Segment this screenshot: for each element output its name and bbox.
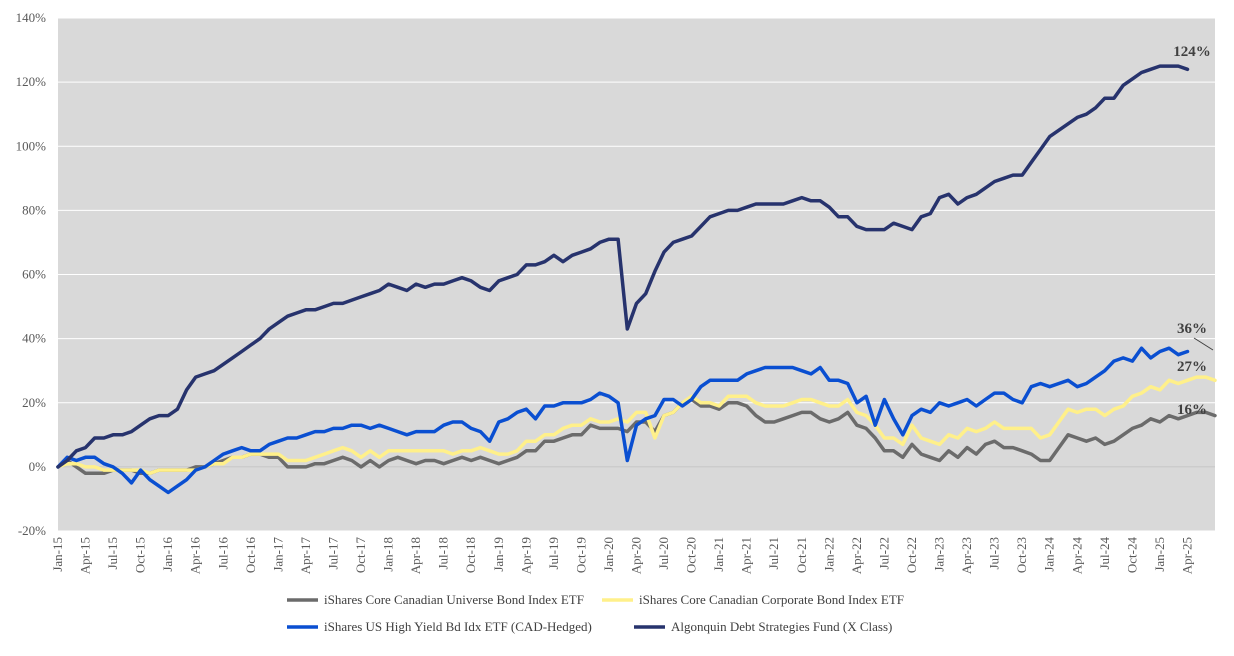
- x-tick-label: Oct-19: [573, 537, 588, 573]
- x-tick-label: Jan-19: [491, 537, 506, 572]
- x-tick-label: Apr-20: [629, 537, 644, 574]
- x-tick-label: Apr-25: [1179, 537, 1194, 574]
- x-tick-label: Jul-22: [876, 537, 891, 570]
- label-leader-line: [1193, 337, 1214, 351]
- y-tick-label: 120%: [16, 74, 47, 89]
- x-tick-label: Oct-16: [243, 537, 258, 574]
- x-tick-label: Apr-22: [849, 537, 864, 574]
- x-tick-label: Jan-23: [932, 537, 947, 572]
- legend-label: iShares US High Yield Bd Idx ETF (CAD-He…: [324, 619, 592, 634]
- x-axis: Jan-15 Apr-15 Jul-15 Oct-15 Jan-16 Apr-16 Jul-…: [50, 466, 1215, 575]
- x-tick-label: Apr-24: [1069, 537, 1084, 575]
- x-tick-label: Jul-18: [436, 537, 451, 570]
- x-tick-label: Jan-21: [711, 537, 726, 572]
- x-tick-label: Jan-24: [1042, 537, 1057, 572]
- x-tick-label: Jan-17: [270, 537, 285, 572]
- x-tick-label: Apr-18: [408, 537, 423, 574]
- x-tick-label: Jan-15: [50, 537, 65, 572]
- x-tick-label: Jul-16: [215, 537, 230, 570]
- end-value-label: 36%: [1177, 321, 1207, 337]
- legend-label: iShares Core Canadian Corporate Bond Ind…: [639, 592, 904, 607]
- x-tick-label: Jul-15: [105, 537, 120, 570]
- x-tick-label: Oct-17: [353, 537, 368, 574]
- x-tick-label: Jan-18: [381, 537, 396, 572]
- x-tick-label: Apr-17: [298, 537, 313, 575]
- end-value-label: 27%: [1177, 359, 1207, 375]
- x-tick-label: Jan-25: [1152, 537, 1167, 572]
- x-tick-label: Jan-22: [821, 537, 836, 572]
- y-tick-label: 80%: [22, 202, 46, 217]
- x-tick-label: Oct-15: [133, 537, 148, 573]
- legend-label: iShares Core Canadian Universe Bond Inde…: [324, 592, 584, 607]
- y-axis: -20% 0% 20% 40% 60% 80% 100% 120% 140%: [16, 10, 47, 538]
- end-labels: 16% 27% 36% 124%: [1173, 44, 1214, 418]
- legend: iShares Core Canadian Universe Bond Inde…: [287, 592, 904, 634]
- y-tick-label: 100%: [16, 138, 47, 153]
- x-tick-label: Jul-19: [546, 537, 561, 570]
- series-line-2: [56, 375, 1217, 476]
- y-tick-label: 0%: [29, 459, 47, 474]
- x-tick-label: Apr-16: [188, 537, 203, 575]
- x-tick-label: Apr-19: [518, 537, 533, 574]
- x-tick-label: Apr-15: [78, 537, 93, 574]
- x-tick-label: Jul-23: [987, 537, 1002, 570]
- y-tick-label: 40%: [22, 331, 46, 346]
- x-tick-label: Jul-21: [766, 537, 781, 570]
- x-tick-label: Oct-24: [1124, 537, 1139, 574]
- series-line-3: [56, 346, 1190, 495]
- x-tick-label: Jan-16: [160, 537, 175, 572]
- x-tick-label: Oct-23: [1014, 537, 1029, 573]
- end-value-label: 124%: [1173, 44, 1211, 60]
- y-tick-label: 140%: [16, 10, 47, 25]
- x-tick-label: Oct-18: [463, 537, 478, 573]
- y-tick-label: -20%: [18, 523, 46, 538]
- x-tick-label: Jan-20: [601, 537, 616, 572]
- x-tick-label: Apr-21: [739, 537, 754, 574]
- x-tick-label: Jul-20: [656, 537, 671, 570]
- x-tick-label: Jul-17: [325, 537, 340, 570]
- y-tick-label: 60%: [22, 267, 46, 282]
- y-tick-label: 20%: [22, 395, 46, 410]
- x-tick-label: Oct-20: [684, 537, 699, 573]
- x-tick-label: Oct-21: [794, 537, 809, 573]
- x-tick-label: Jul-24: [1097, 537, 1112, 570]
- legend-label: Algonquin Debt Strategies Fund (X Class): [671, 619, 892, 634]
- end-value-label: 16%: [1177, 402, 1207, 418]
- series-line-4: [56, 64, 1190, 469]
- x-tick-label: Oct-22: [904, 537, 919, 573]
- series-lines: [56, 64, 1217, 495]
- x-tick-label: Apr-23: [959, 537, 974, 574]
